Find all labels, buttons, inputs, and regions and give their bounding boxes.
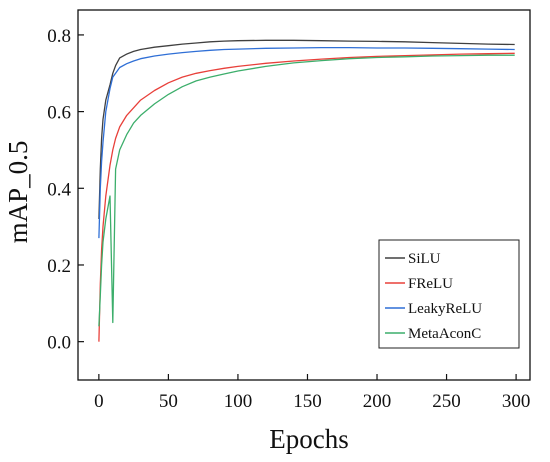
series-line-leakyrelu — [98, 46, 515, 239]
series-line-metaaconc — [98, 54, 515, 327]
y-tick-label: 0.8 — [47, 26, 71, 47]
y-tick-label: 0.0 — [47, 333, 71, 354]
x-tick-label: 150 — [293, 391, 322, 412]
x-tick-label: 0 — [94, 391, 104, 412]
series-line-silu — [98, 39, 515, 220]
x-tick-label: 50 — [159, 391, 178, 412]
x-tick-label: 250 — [432, 391, 461, 412]
y-axis-title: mAP_0.5 — [3, 141, 33, 244]
legend-label-frelu: FReLU — [408, 276, 453, 292]
x-tick-label: 300 — [502, 391, 531, 412]
x-axis-title: Epochs — [269, 424, 348, 454]
y-tick-label: 0.2 — [47, 256, 71, 277]
series-line-frelu — [98, 52, 515, 342]
x-tick-label: 100 — [224, 391, 253, 412]
y-tick-label: 0.6 — [47, 103, 71, 124]
legend: SiLU FReLU LeakyReLU MetaAconC — [378, 239, 520, 349]
x-axis-ticks: 0 50 100 150 200 250 300 — [94, 374, 530, 412]
series-layer — [98, 39, 515, 342]
y-axis-ticks: 0.0 0.2 0.4 0.6 0.8 — [47, 26, 84, 354]
y-tick-label: 0.4 — [47, 179, 71, 200]
legend-label-metaaconc: MetaAconC — [408, 326, 481, 342]
legend-label-silu: SiLU — [408, 251, 441, 267]
x-tick-label: 200 — [363, 391, 392, 412]
legend-label-leakyrelu: LeakyReLU — [408, 301, 482, 317]
